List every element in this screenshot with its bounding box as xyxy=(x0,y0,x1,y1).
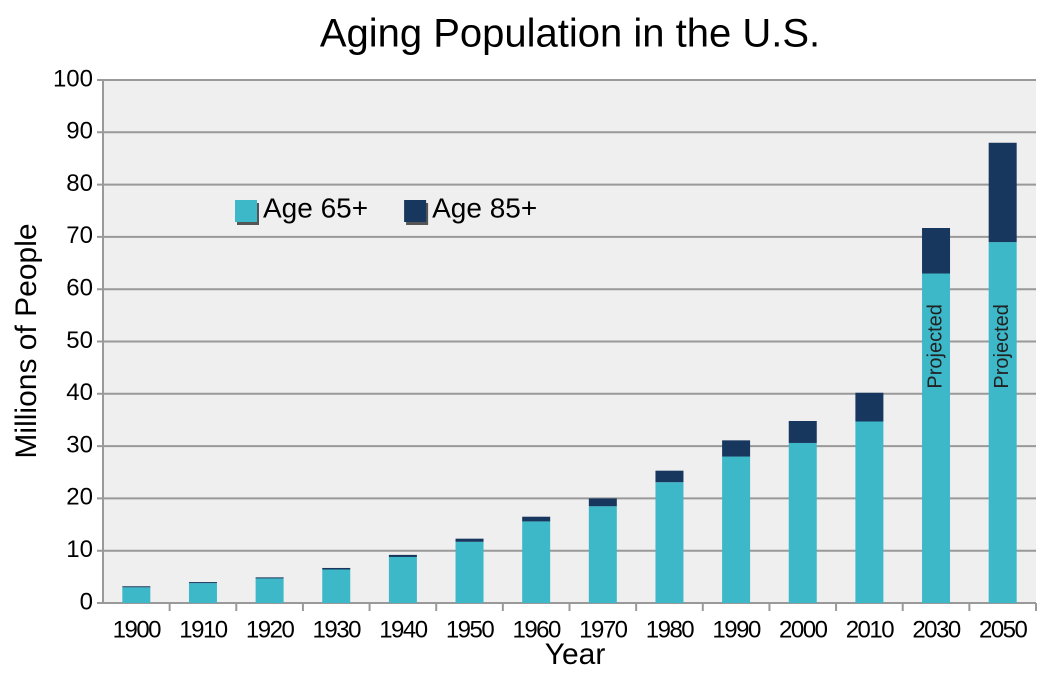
bar-segment xyxy=(255,577,284,579)
bar-segment xyxy=(455,538,484,542)
bar-segment xyxy=(988,142,1017,243)
y-tick-label: 50 xyxy=(66,327,93,354)
x-tick-label: 1940 xyxy=(379,616,428,643)
legend-label: Age 85+ xyxy=(432,192,537,223)
bar-segment xyxy=(788,442,817,603)
x-tick-label: 2000 xyxy=(779,616,828,643)
x-tick-label: 1960 xyxy=(512,616,561,643)
bar-segment xyxy=(855,421,884,603)
x-tick-label: 1990 xyxy=(712,616,761,643)
bar-segment xyxy=(522,521,551,603)
y-tick-label: 10 xyxy=(66,536,93,563)
bar-segment xyxy=(188,583,217,603)
y-tick-label: 100 xyxy=(53,65,93,92)
x-tick-label: 1970 xyxy=(579,616,628,643)
bar-segment xyxy=(655,482,684,603)
legend-swatch xyxy=(235,200,257,222)
y-tick-label: 0 xyxy=(80,588,93,615)
bar-segment xyxy=(722,440,751,457)
bar-segment xyxy=(788,420,817,443)
x-tick-label: 1920 xyxy=(246,616,295,643)
bar-segment xyxy=(522,516,551,522)
bar-segment xyxy=(922,273,951,603)
annotation: Projected xyxy=(991,304,1013,389)
bar-segment xyxy=(922,228,951,274)
x-tick-label: 1930 xyxy=(313,616,362,643)
chart-title: Aging Population in the U.S. xyxy=(320,12,820,56)
x-tick-label: 2010 xyxy=(846,616,895,643)
legend-swatch xyxy=(404,200,427,222)
x-axis-label: Year xyxy=(545,638,606,671)
bar-segment xyxy=(122,586,151,588)
bar-segment xyxy=(322,569,351,603)
bar-segment xyxy=(322,567,351,570)
y-axis-label: Millions of People xyxy=(10,223,43,458)
y-tick-label: 90 xyxy=(66,118,93,145)
bar-segment xyxy=(588,506,617,603)
y-tick-label: 80 xyxy=(66,170,93,197)
y-tick-label: 30 xyxy=(66,431,93,458)
x-tick-label: 2050 xyxy=(979,616,1028,643)
bar-segment xyxy=(655,470,684,483)
x-tick-label: 1910 xyxy=(179,616,228,643)
bar-segment xyxy=(588,498,617,507)
y-tick-label: 40 xyxy=(66,379,93,406)
annotation: Projected xyxy=(924,304,946,389)
y-tick-label: 60 xyxy=(66,275,93,302)
bar-segment xyxy=(455,541,484,603)
x-tick-label: 2030 xyxy=(912,616,961,643)
x-tick-label: 1950 xyxy=(446,616,495,643)
bar-segment xyxy=(722,456,751,603)
legend-label: Age 65+ xyxy=(263,192,368,223)
bar-segment xyxy=(255,578,284,603)
bar-segment xyxy=(388,554,417,557)
bar-segment xyxy=(122,587,151,603)
bar-segment xyxy=(388,556,417,603)
bar-segment xyxy=(188,582,217,584)
bar-segment xyxy=(855,392,884,422)
x-tick-label: 1900 xyxy=(113,616,162,643)
y-tick-label: 70 xyxy=(66,222,93,249)
y-tick-label: 20 xyxy=(66,484,93,511)
bar-segment xyxy=(988,242,1017,603)
x-tick-label: 1980 xyxy=(646,616,695,643)
